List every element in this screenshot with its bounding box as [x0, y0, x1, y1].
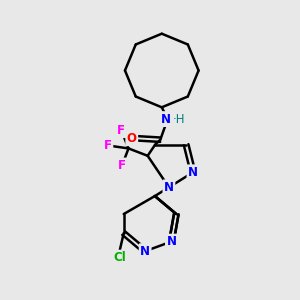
Text: N: N: [167, 235, 176, 248]
Text: N: N: [161, 112, 171, 126]
Text: O: O: [127, 132, 137, 145]
Text: F: F: [104, 139, 112, 152]
Text: ·H: ·H: [172, 112, 185, 126]
Text: N: N: [188, 166, 198, 179]
Text: N: N: [140, 245, 150, 258]
Text: Cl: Cl: [113, 251, 126, 264]
Text: N: N: [164, 181, 174, 194]
Text: F: F: [117, 124, 125, 137]
Text: F: F: [118, 159, 126, 172]
